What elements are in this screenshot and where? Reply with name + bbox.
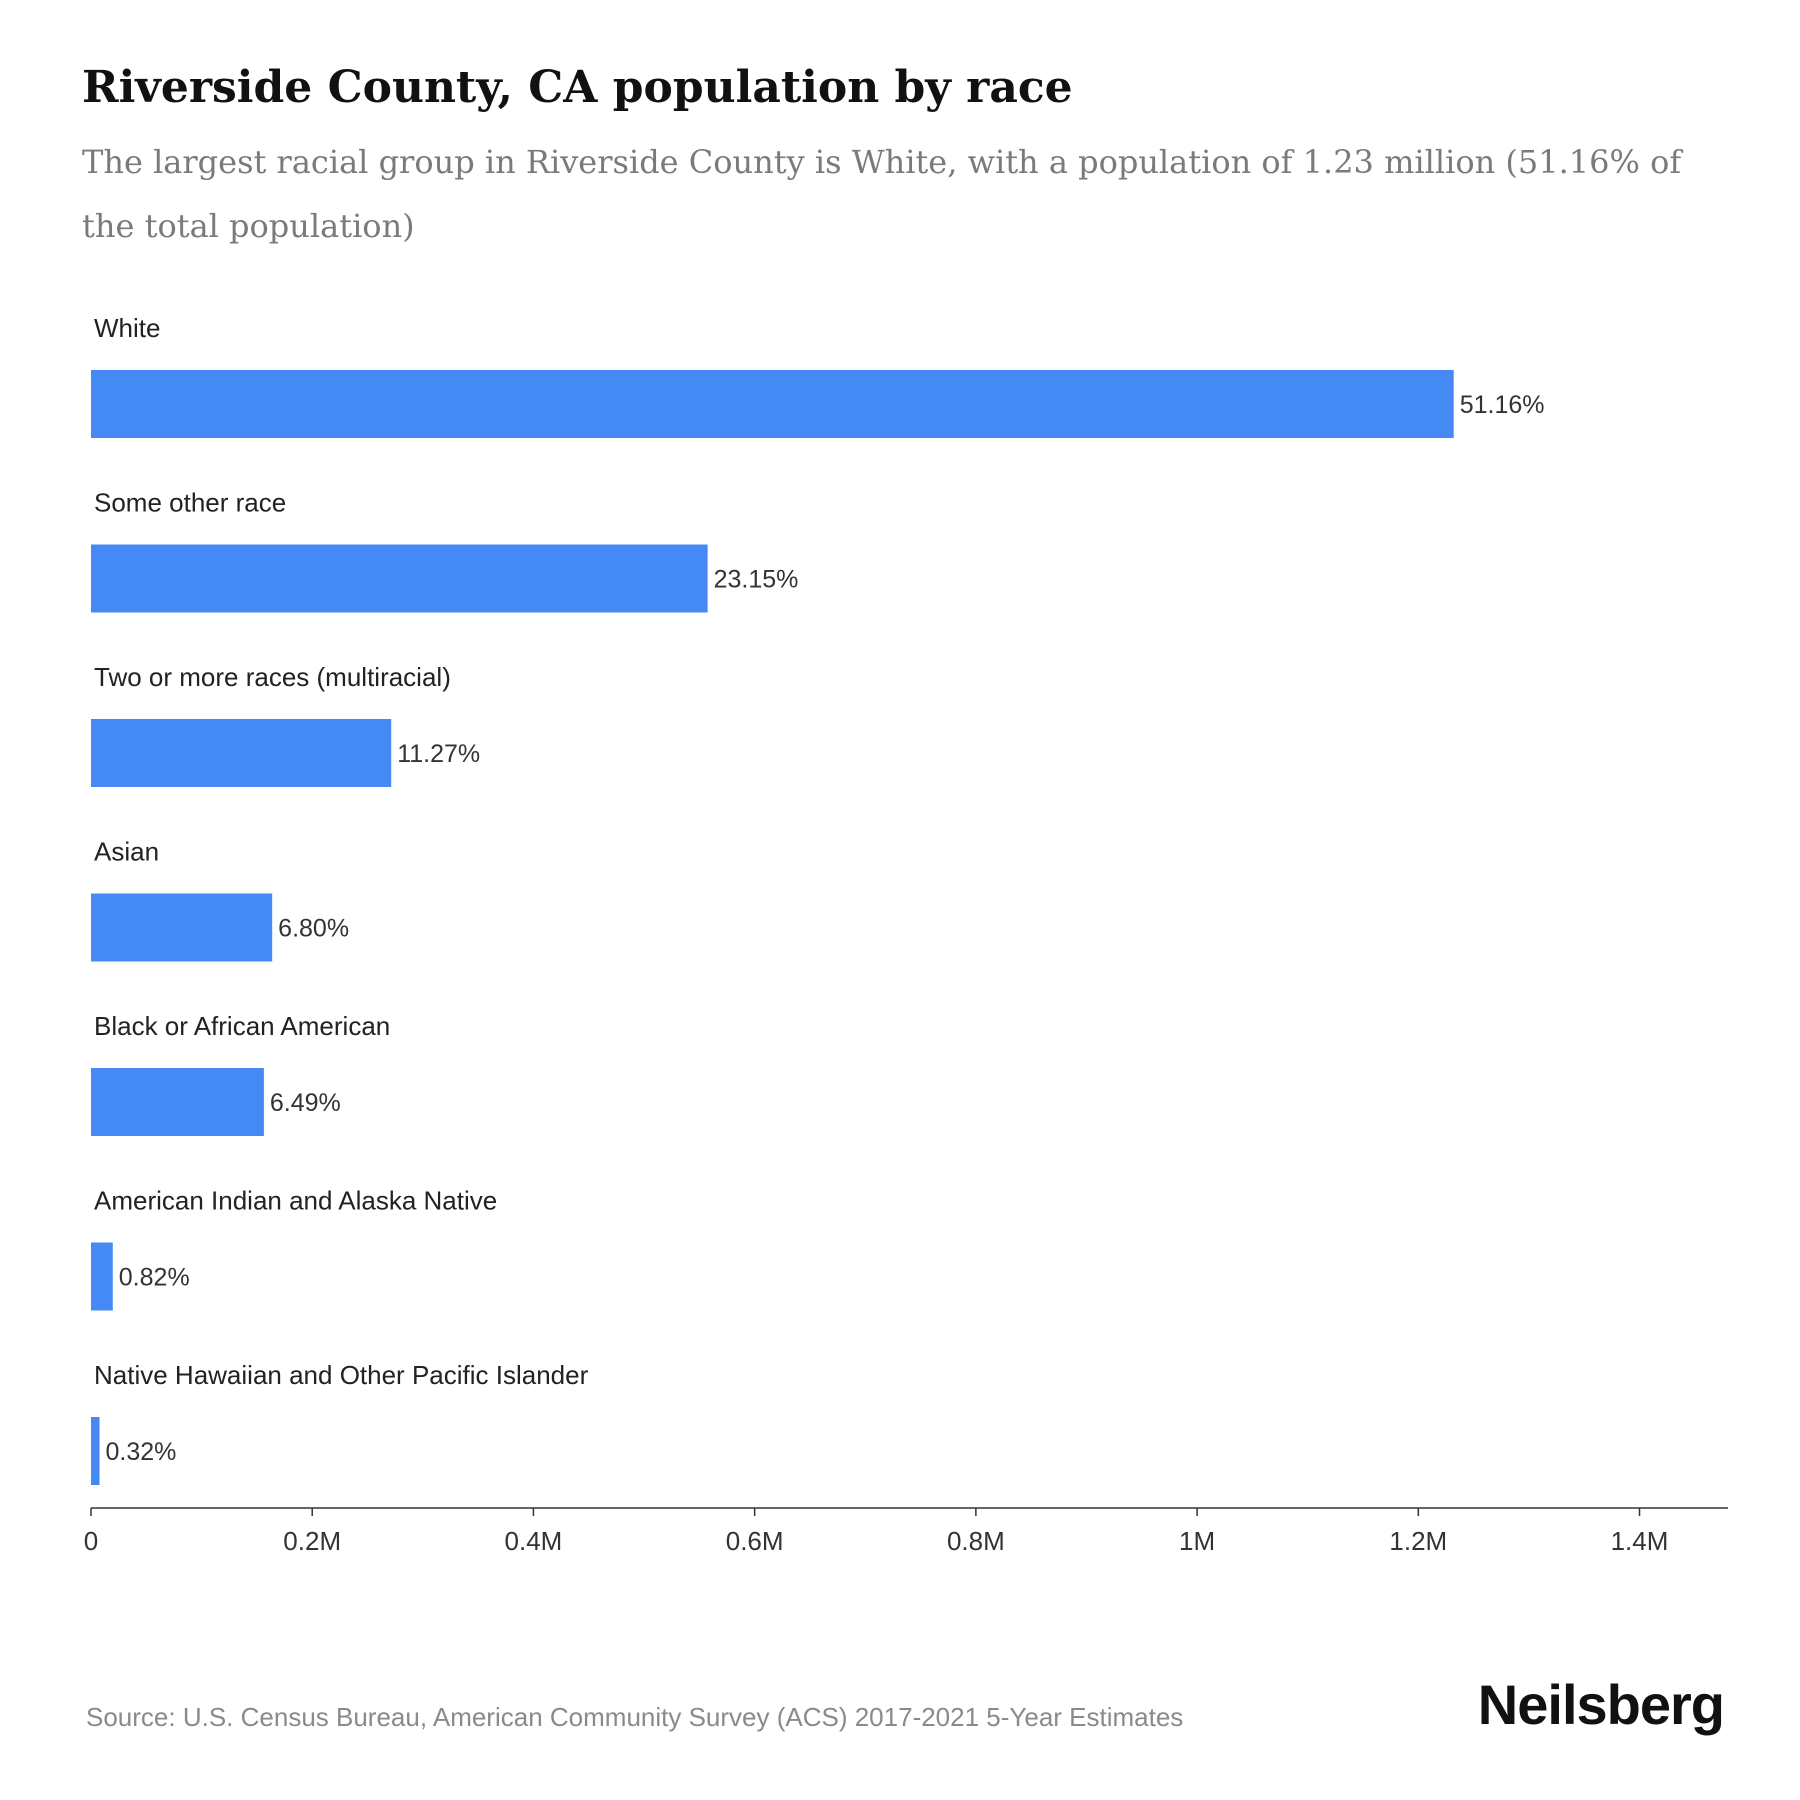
data-label: 0.32% (106, 1438, 177, 1466)
source-note: Source: U.S. Census Bureau, American Com… (86, 1702, 1184, 1732)
bar (91, 719, 392, 787)
x-tick-label: 0.2M (283, 1526, 341, 1556)
category-label: Native Hawaiian and Other Pacific Island… (94, 1360, 589, 1390)
x-axis: 0 0.2M 0.4M 0.6M 0.8M 1M 1.2M 1.4M (84, 1507, 1728, 1556)
bar (91, 1068, 264, 1136)
bar (91, 370, 1454, 438)
chart-title: Riverside County, CA population by race (82, 62, 1073, 113)
chart-subtitle: The largest racial group in Riverside Co… (82, 143, 1682, 245)
brand-logo: Neilsberg (1477, 1673, 1725, 1736)
x-tick-label: 1.4M (1611, 1526, 1669, 1556)
bar (91, 1417, 100, 1485)
x-tick-label: 0 (84, 1526, 98, 1556)
category-label: Two or more races (multiracial) (94, 662, 451, 692)
data-label: 23.15% (714, 566, 799, 594)
x-tick-label: 0.4M (505, 1526, 563, 1556)
bar (91, 1242, 113, 1311)
bars-layer: White 51.16% Some other race 23.15% Two or m… (91, 313, 1544, 1485)
x-tick-label: 0.8M (947, 1526, 1005, 1556)
data-label: 0.82% (119, 1264, 190, 1292)
bar (91, 893, 273, 962)
x-tick-label: 0.6M (726, 1526, 784, 1556)
data-label: 6.80% (278, 915, 349, 943)
data-label: 6.49% (270, 1089, 341, 1117)
bar (91, 544, 708, 613)
category-label: Asian (94, 837, 159, 867)
x-tick-label: 1.2M (1389, 1526, 1447, 1556)
x-tick-label: 1M (1179, 1526, 1215, 1556)
data-label: 51.16% (1460, 391, 1545, 419)
category-label: Some other race (94, 488, 286, 518)
data-label: 11.27% (397, 740, 480, 768)
bar-chart: White 51.16% Some other race 23.15% Two or m… (84, 313, 1728, 1556)
category-label: American Indian and Alaska Native (94, 1186, 497, 1216)
category-label: White (94, 313, 160, 343)
category-label: Black or African American (94, 1011, 390, 1041)
